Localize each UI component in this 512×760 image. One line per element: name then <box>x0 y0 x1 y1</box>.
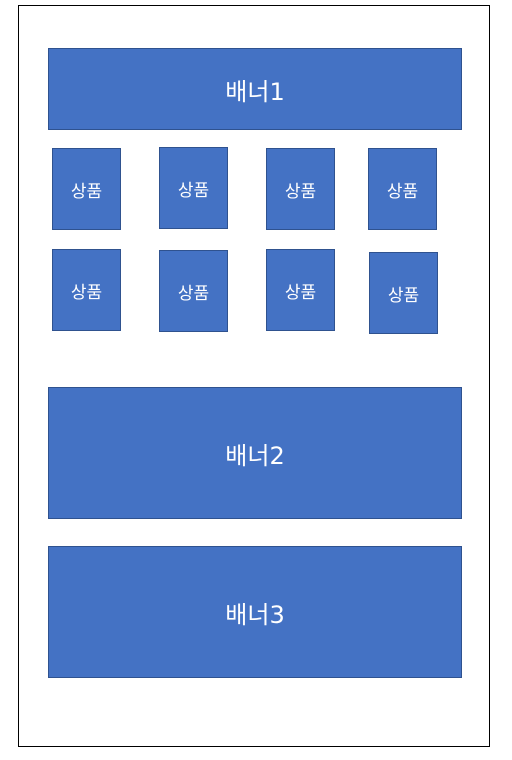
banner-1-label: 배너1 <box>225 77 285 106</box>
product-label: 상품 <box>70 282 103 303</box>
product-tile[interactable]: 상품 <box>159 250 228 332</box>
product-label: 상품 <box>177 180 210 201</box>
product-label: 상품 <box>386 181 419 202</box>
banner-1[interactable]: 배너1 <box>48 48 462 130</box>
product-tile[interactable]: 상품 <box>369 252 438 334</box>
banner-3[interactable]: 배너3 <box>48 546 462 678</box>
product-label: 상품 <box>284 181 317 202</box>
product-tile[interactable]: 상품 <box>266 249 335 331</box>
product-tile[interactable]: 상품 <box>159 147 228 229</box>
product-label: 상품 <box>284 282 317 303</box>
product-tile[interactable]: 상품 <box>52 148 121 230</box>
product-label: 상품 <box>70 181 103 202</box>
product-tile[interactable]: 상품 <box>266 148 335 230</box>
product-tile[interactable]: 상품 <box>368 148 437 230</box>
banner-2[interactable]: 배너2 <box>48 387 462 519</box>
product-label: 상품 <box>177 283 210 304</box>
banner-2-label: 배너2 <box>225 441 285 470</box>
product-label: 상품 <box>387 285 420 306</box>
product-tile[interactable]: 상품 <box>52 249 121 331</box>
banner-3-label: 배너3 <box>225 600 285 629</box>
